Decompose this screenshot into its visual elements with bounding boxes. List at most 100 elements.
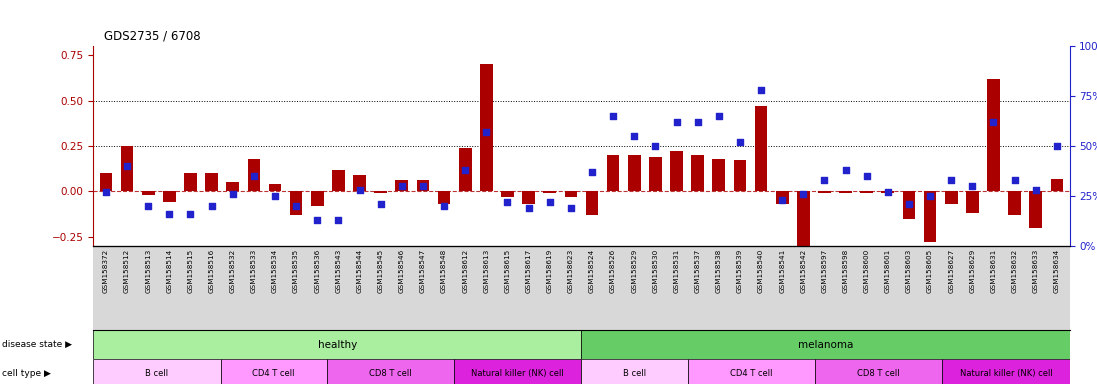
Bar <box>818 191 830 193</box>
Bar <box>815 359 942 384</box>
Point <box>541 199 558 205</box>
Point <box>118 163 136 169</box>
Text: B cell: B cell <box>623 369 646 378</box>
Point <box>816 177 834 183</box>
Point <box>963 183 981 189</box>
Point <box>794 191 812 197</box>
Point <box>415 183 432 189</box>
Point <box>584 169 601 175</box>
Point <box>921 193 939 199</box>
Bar <box>945 191 958 204</box>
Bar <box>627 155 641 191</box>
Text: CD4 T cell: CD4 T cell <box>252 369 295 378</box>
Text: Natural killer (NK) cell: Natural killer (NK) cell <box>960 369 1052 378</box>
Point <box>731 139 748 145</box>
Point <box>901 201 918 207</box>
Point <box>287 203 305 209</box>
Bar <box>438 191 451 204</box>
Point <box>773 197 791 203</box>
Text: melanoma: melanoma <box>798 339 853 350</box>
Point <box>837 167 855 173</box>
Point <box>604 113 622 119</box>
Point <box>477 129 495 135</box>
Point <box>267 193 284 199</box>
Point <box>562 205 579 211</box>
Bar <box>142 191 155 195</box>
Bar <box>581 330 1070 359</box>
Bar <box>184 173 196 191</box>
Bar <box>93 330 581 359</box>
Bar <box>121 146 134 191</box>
Bar <box>839 191 852 193</box>
Bar <box>454 359 581 384</box>
Bar <box>327 359 454 384</box>
Text: cell type ▶: cell type ▶ <box>2 369 52 378</box>
Text: CD8 T cell: CD8 T cell <box>369 369 411 378</box>
Point <box>689 119 706 125</box>
Point <box>625 133 643 139</box>
Text: B cell: B cell <box>146 369 169 378</box>
Bar <box>248 159 260 191</box>
Bar <box>882 191 894 193</box>
Bar <box>670 151 682 191</box>
Bar <box>417 180 429 191</box>
Text: GDS2735 / 6708: GDS2735 / 6708 <box>104 29 201 42</box>
Bar <box>966 191 979 213</box>
Point <box>245 173 262 179</box>
Point <box>372 201 389 207</box>
Bar <box>712 159 725 191</box>
Point <box>436 203 453 209</box>
Bar <box>942 359 1070 384</box>
Bar <box>734 161 746 191</box>
Bar <box>860 191 873 193</box>
Text: disease state ▶: disease state ▶ <box>2 340 72 349</box>
Text: CD8 T cell: CD8 T cell <box>857 369 900 378</box>
Bar <box>565 191 577 197</box>
Point <box>308 217 326 223</box>
Bar <box>586 191 598 215</box>
Bar <box>480 64 493 191</box>
Bar <box>93 359 220 384</box>
Point <box>160 211 178 217</box>
Bar <box>459 148 472 191</box>
Bar <box>522 191 535 204</box>
Point <box>1027 187 1044 193</box>
Point <box>203 203 220 209</box>
Bar <box>100 173 112 191</box>
Bar <box>924 191 937 242</box>
Bar <box>1051 179 1063 191</box>
Bar <box>374 191 387 193</box>
Bar <box>332 169 344 191</box>
Bar <box>903 191 915 218</box>
Point <box>499 199 517 205</box>
Bar <box>755 106 768 191</box>
Point <box>456 167 474 173</box>
Bar <box>353 175 366 191</box>
Bar <box>581 359 688 384</box>
Bar <box>649 157 661 191</box>
Bar <box>205 173 218 191</box>
Point <box>985 119 1003 125</box>
Point <box>98 189 115 195</box>
Point <box>710 113 727 119</box>
Bar <box>226 182 239 191</box>
Point <box>351 187 369 193</box>
Bar <box>220 359 327 384</box>
Bar <box>1029 191 1042 228</box>
Text: healthy: healthy <box>318 339 357 350</box>
Bar <box>163 191 176 202</box>
Point <box>224 191 241 197</box>
Bar <box>688 359 815 384</box>
Point <box>329 217 347 223</box>
Point <box>753 87 770 93</box>
Point <box>858 173 875 179</box>
Point <box>1006 177 1024 183</box>
Point <box>520 205 538 211</box>
Bar <box>310 191 324 206</box>
Bar <box>776 191 789 204</box>
Bar <box>691 155 704 191</box>
Text: CD4 T cell: CD4 T cell <box>730 369 772 378</box>
Point <box>942 177 960 183</box>
Point <box>879 189 896 195</box>
Bar <box>290 191 303 215</box>
